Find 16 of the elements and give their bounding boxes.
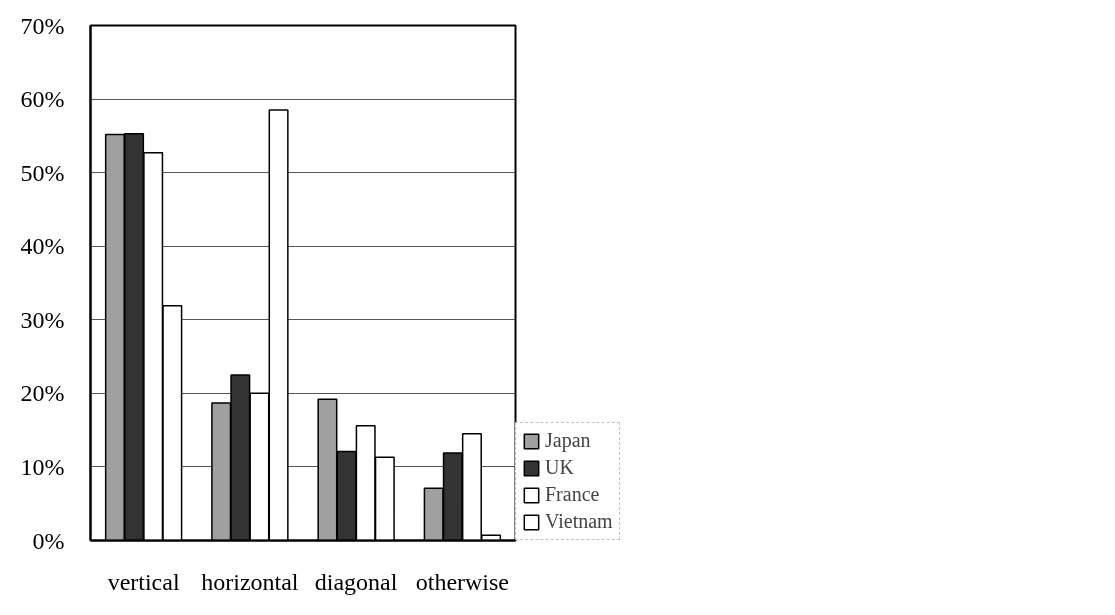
y-tick-label: 70% — [20, 12, 65, 39]
y-tick-label: 10% — [20, 453, 65, 480]
legend-label: Japan — [545, 429, 591, 452]
x-tick-label: otherwise — [415, 568, 510, 595]
y-tick-label: 30% — [20, 306, 65, 333]
legend-label: France — [545, 483, 600, 506]
legend-label: UK — [545, 456, 574, 479]
y-tick-label: 20% — [20, 380, 65, 407]
x-tick-label: diagonal — [314, 568, 398, 595]
y-tick-label: 40% — [20, 233, 65, 260]
legend-label: Vietnam — [545, 510, 613, 533]
y-tick-label: 0% — [32, 527, 65, 554]
x-tick-label: vertical — [107, 568, 180, 595]
y-tick-label: 60% — [20, 86, 65, 113]
x-tick-label: horizontal — [201, 568, 299, 595]
y-tick-label: 50% — [20, 159, 65, 186]
